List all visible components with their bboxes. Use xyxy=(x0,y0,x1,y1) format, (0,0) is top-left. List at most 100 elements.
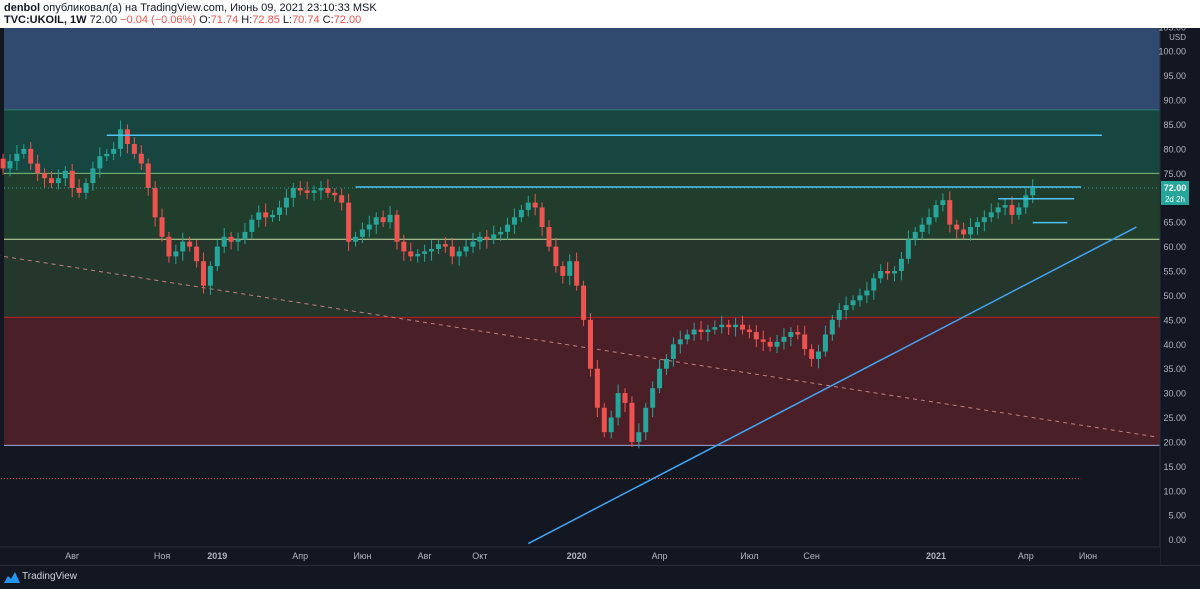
candle-body xyxy=(912,231,918,240)
candle-body xyxy=(166,236,172,257)
candle-body xyxy=(415,253,421,257)
candle-body xyxy=(118,129,124,149)
candle-body xyxy=(55,178,61,184)
candle-body xyxy=(871,278,877,291)
candle-body xyxy=(359,229,365,237)
y-tick-label: 55.00 xyxy=(1163,266,1186,276)
candle-body xyxy=(601,407,607,433)
zone-2 xyxy=(4,173,1160,240)
candle-body xyxy=(131,144,137,154)
candle-body xyxy=(622,393,628,403)
x-tick-label: Сен xyxy=(803,551,820,561)
candle-body xyxy=(187,241,193,247)
candle-body xyxy=(353,236,359,242)
candle-body xyxy=(532,202,538,208)
symbol-line: TVC:UKOIL, 1W 72.00 −0.04 (−0.06%) O:71.… xyxy=(4,14,361,26)
candle-body xyxy=(974,222,980,228)
candle-body xyxy=(581,285,587,320)
candle-body xyxy=(553,246,559,267)
candle-body xyxy=(816,351,821,359)
open-label: O: xyxy=(199,14,211,26)
candle-body xyxy=(138,153,144,164)
candle-body xyxy=(145,163,151,188)
time-axis xyxy=(0,547,1160,565)
candle-body xyxy=(919,224,925,232)
price-label-value: 72.00 xyxy=(1164,183,1187,193)
candle-body xyxy=(207,266,213,286)
candle-body xyxy=(429,249,435,252)
zone-4 xyxy=(4,317,1160,446)
candle-body xyxy=(339,195,345,203)
candle-body xyxy=(995,207,1001,213)
candle-body xyxy=(200,261,206,286)
candle-body xyxy=(926,217,932,225)
y-tick-label: 100.00 xyxy=(1158,47,1186,57)
candle-body xyxy=(746,329,752,333)
candle-body xyxy=(401,241,407,252)
candle-body xyxy=(290,187,296,198)
candle-body xyxy=(684,334,690,340)
candle-body xyxy=(594,368,600,408)
candle-body xyxy=(947,200,953,225)
x-tick-label: 2020 xyxy=(567,551,587,561)
candle-body xyxy=(277,207,282,215)
candle-body xyxy=(76,187,82,193)
open-value: 71.74 xyxy=(210,14,239,26)
candle-body xyxy=(1023,195,1029,208)
publication-line: denbol опубликовал(а) на TradingView.com… xyxy=(4,2,377,14)
candle-body xyxy=(173,251,179,257)
chart-area[interactable]: 0.00 5.00 10.00 15.00 20.00 25.00 30.00 35.00 40… xyxy=(0,28,1200,565)
candle-body xyxy=(677,339,683,345)
candle-body xyxy=(1002,205,1008,208)
last-price: 72.00 xyxy=(89,14,118,26)
close-label: C: xyxy=(322,14,334,26)
candle-body xyxy=(774,341,780,347)
candle-body xyxy=(332,192,338,196)
candle-body xyxy=(21,148,27,154)
candle-body xyxy=(62,170,68,179)
y-tick-label: 75.00 xyxy=(1163,169,1186,179)
candle-body xyxy=(491,234,497,240)
candle-body xyxy=(318,187,324,191)
candle-body xyxy=(498,231,504,235)
candle-body xyxy=(422,251,428,254)
author-name[interactable]: denbol xyxy=(4,2,41,14)
price-chart[interactable]: 0.00 5.00 10.00 15.00 20.00 25.00 30.00 35.00 40… xyxy=(0,28,1200,565)
candle-body xyxy=(263,212,269,218)
price-axis xyxy=(1160,28,1200,565)
y-tick-label: 30.00 xyxy=(1163,389,1186,399)
y-tick-label: 50.00 xyxy=(1163,291,1186,301)
candle-body xyxy=(511,217,517,225)
x-tick-label: Авг xyxy=(65,551,80,561)
tradingview-logo-icon[interactable] xyxy=(4,571,20,583)
candle-body xyxy=(781,336,787,342)
candle-body xyxy=(733,324,739,328)
x-tick-label: Окт xyxy=(472,551,487,561)
candle-body xyxy=(629,402,635,442)
candle-body xyxy=(97,156,103,169)
candle-body xyxy=(311,190,317,193)
candle-body xyxy=(325,187,331,193)
candle-body xyxy=(567,261,573,276)
candle-body xyxy=(1016,207,1022,215)
brand-label[interactable]: TradingView xyxy=(22,571,78,582)
price-label-countdown: 2d 2h xyxy=(1165,195,1185,204)
candle-body xyxy=(587,319,593,369)
candle-body xyxy=(283,197,289,208)
published-text: опубликовал(а) на TradingView.com, Июнь … xyxy=(43,2,377,14)
candle-body xyxy=(477,236,483,242)
candle-body xyxy=(726,324,732,328)
candle-body xyxy=(940,200,946,206)
candle-body xyxy=(124,129,130,145)
candle-body xyxy=(795,332,801,335)
candle-body xyxy=(366,224,372,230)
candle-body xyxy=(933,205,939,218)
candle-body xyxy=(698,329,704,333)
candle-body xyxy=(270,214,276,218)
candle-body xyxy=(822,334,828,352)
candle-body xyxy=(802,334,808,350)
candle-body xyxy=(456,251,462,257)
candle-body xyxy=(463,246,469,252)
candle-body xyxy=(42,173,48,179)
candle-body xyxy=(663,358,669,369)
